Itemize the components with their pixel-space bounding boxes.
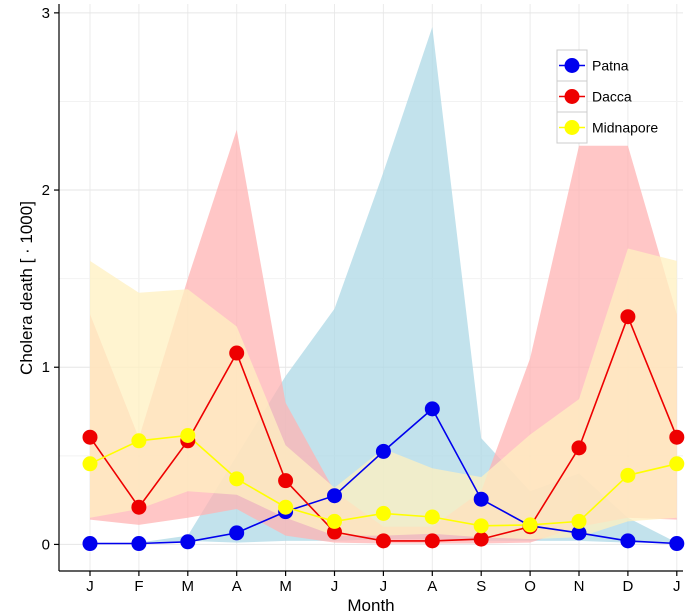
confidence-bands (90, 27, 677, 544)
point-midnapore (522, 517, 538, 533)
x-tick-label: M (279, 578, 292, 595)
point-midnapore (375, 505, 391, 521)
x-tick-label: O (524, 578, 536, 595)
point-dacca (229, 345, 245, 361)
x-tick-label: S (476, 578, 486, 595)
point-dacca (620, 309, 636, 325)
x-tick-label: J (86, 578, 94, 595)
y-axis-title: Cholera death [ · 1000] (17, 201, 36, 375)
point-patna (229, 525, 245, 541)
point-patna (669, 536, 685, 552)
x-axis-title: Month (347, 596, 394, 615)
x-tick-label: M (182, 578, 195, 595)
point-patna (82, 536, 98, 552)
y-tick-label: 2 (42, 182, 50, 199)
x-tick-label: J (380, 578, 388, 595)
x-tick-label: J (673, 578, 681, 595)
point-midnapore (571, 513, 587, 529)
x-tick-label: A (232, 578, 242, 595)
series-points (82, 309, 685, 552)
axes: 0 1 2 3 J F M A M J J A S O N D J (42, 4, 683, 595)
point-patna (327, 488, 342, 504)
point-patna (180, 534, 196, 550)
point-patna (375, 443, 391, 459)
y-tick-label: 3 (42, 5, 50, 22)
point-midnapore (473, 518, 489, 534)
point-dacca (669, 429, 685, 445)
point-patna (571, 525, 587, 541)
point-midnapore (82, 456, 98, 472)
point-dacca (473, 531, 489, 547)
legend-marker-dacca (564, 89, 580, 104)
point-midnapore (180, 427, 196, 443)
legend-label-patna: Patna (592, 58, 629, 74)
point-dacca (82, 429, 98, 445)
point-dacca (375, 533, 391, 549)
band-midnapore (90, 248, 677, 540)
legend-marker-patna (564, 58, 580, 73)
point-dacca (131, 499, 147, 515)
point-midnapore (229, 471, 245, 487)
point-dacca (278, 473, 294, 489)
point-dacca (424, 533, 440, 549)
y-tick-label: 0 (42, 536, 50, 553)
point-patna (424, 401, 440, 417)
legend-label-dacca: Dacca (592, 89, 632, 105)
point-midnapore (278, 499, 294, 515)
x-tick-label: J (331, 578, 339, 595)
point-patna (131, 536, 147, 552)
x-tick-label: N (574, 578, 585, 595)
point-midnapore (327, 513, 342, 529)
y-tick-label: 1 (42, 359, 50, 376)
point-patna (473, 491, 489, 507)
point-midnapore (669, 456, 685, 472)
x-tick-label: A (427, 578, 437, 595)
point-patna (620, 533, 636, 549)
point-midnapore (424, 509, 440, 525)
legend: Patna Dacca Midnapore (556, 49, 658, 144)
x-tick-label: D (622, 578, 633, 595)
legend-label-midnapore: Midnapore (592, 120, 658, 136)
point-dacca (327, 524, 342, 540)
x-tick-label: F (134, 578, 143, 595)
point-midnapore (131, 433, 147, 449)
point-midnapore (620, 467, 636, 483)
band-patna (90, 27, 677, 543)
legend-marker-midnapore (564, 120, 580, 135)
point-dacca (571, 440, 587, 456)
